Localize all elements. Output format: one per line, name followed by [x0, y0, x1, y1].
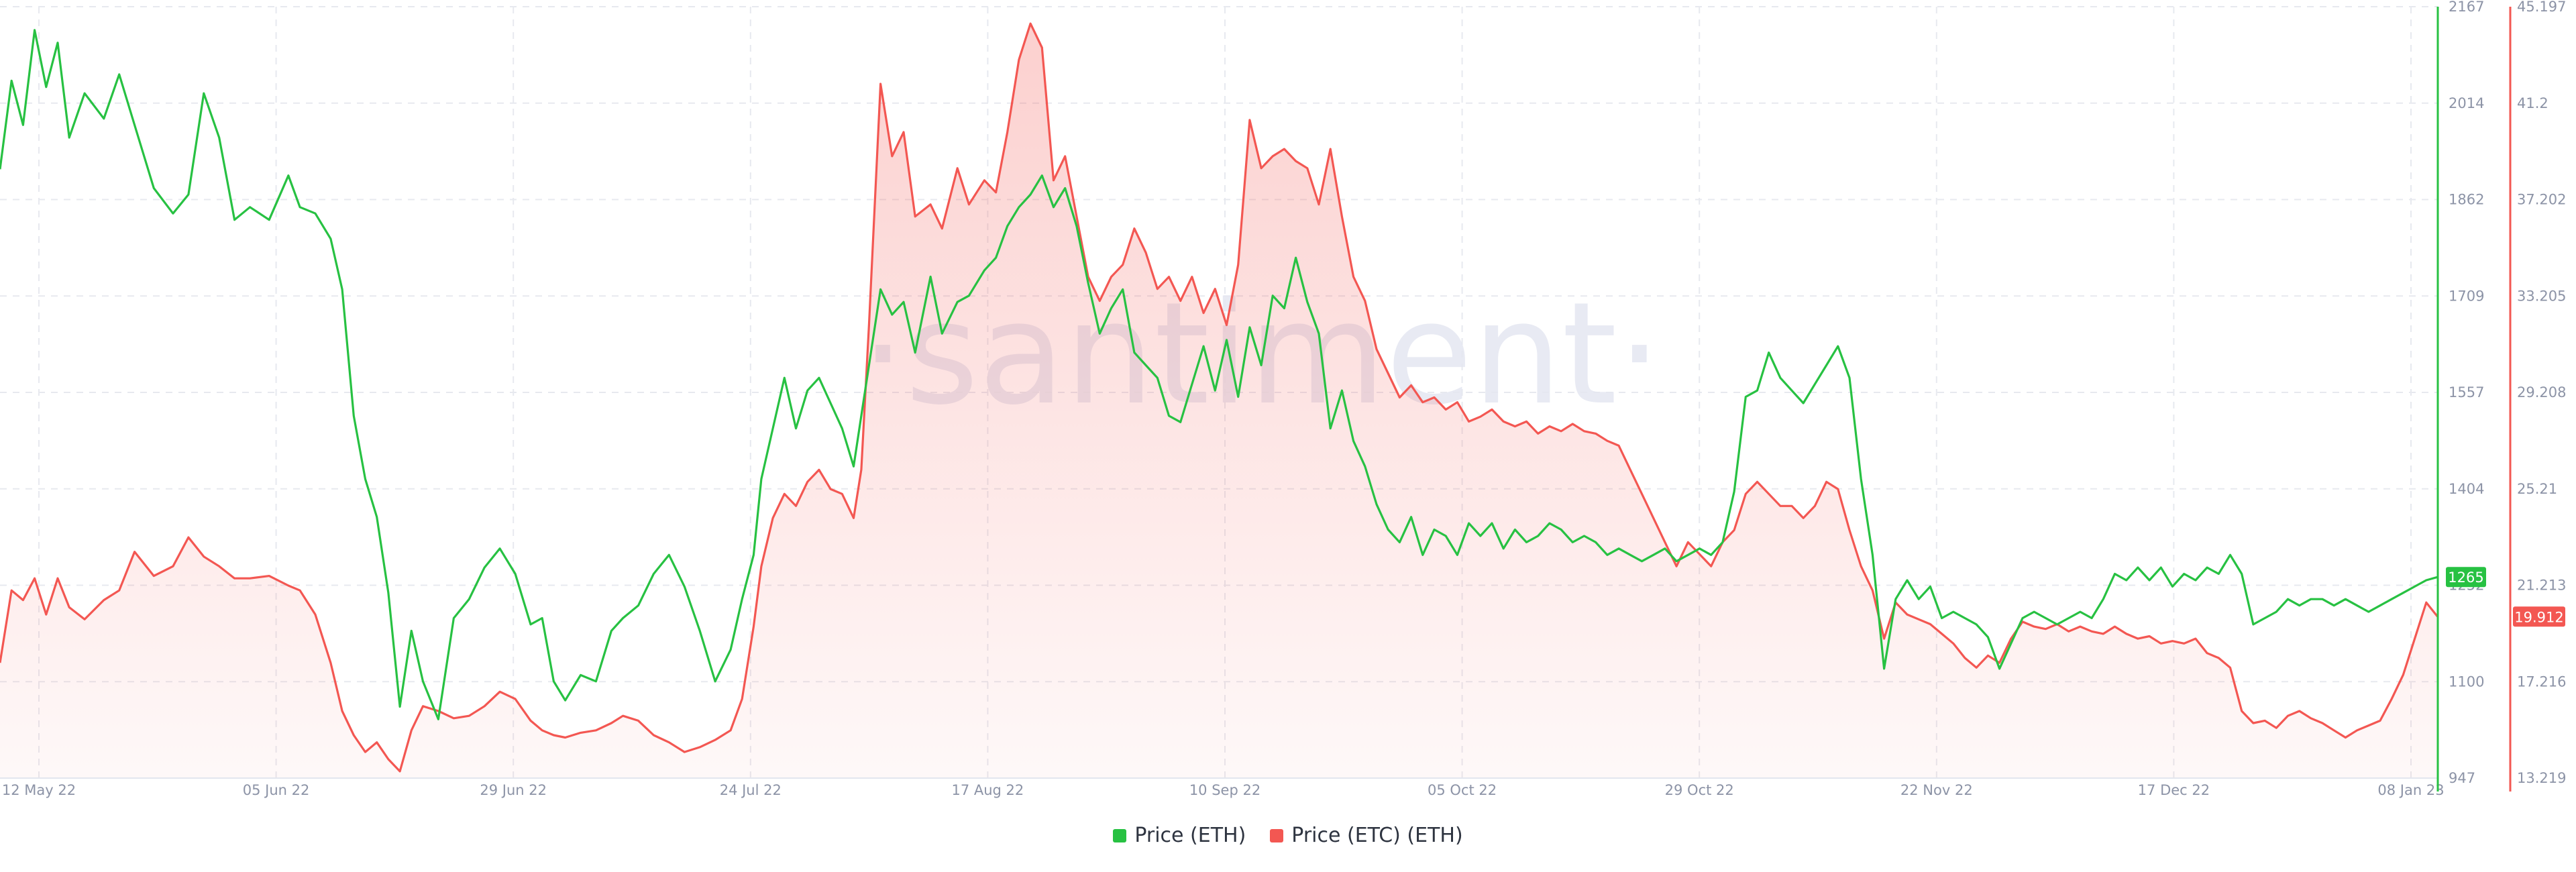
etc-tick-label: 21.213	[2517, 578, 2566, 594]
eth-current-value: 1265	[2448, 569, 2483, 586]
legend-label-etc: Price (ETC) (ETH)	[1291, 824, 1463, 847]
eth-tick-label: 1404	[2449, 481, 2484, 497]
x-tick-label: 24 Jul 22	[720, 782, 782, 798]
etc-swatch-icon	[1270, 828, 1284, 842]
eth-tick-label: 2167	[2449, 0, 2484, 15]
x-tick-label: 08 Jan 23	[2377, 782, 2444, 798]
etc-current-badge	[2513, 606, 2565, 627]
eth-tick-label: 1862	[2449, 192, 2484, 208]
etc-tick-label: 41.2	[2517, 95, 2548, 111]
series-etc-line	[0, 22, 2439, 773]
etc-tick-label: 17.216	[2517, 673, 2566, 690]
eth-swatch-icon	[1113, 828, 1127, 842]
etc-current-value: 19.912	[2514, 609, 2563, 625]
x-tick-label: 05 Oct 22	[1428, 782, 1497, 798]
eth-tick-label: 1100	[2449, 673, 2484, 690]
legend-item-etc[interactable]: Price (ETC) (ETH)	[1270, 824, 1463, 847]
x-tick-label: 17 Aug 22	[951, 782, 1024, 798]
series-layer	[0, 22, 2439, 779]
etc-tick-label: 29.208	[2517, 384, 2566, 400]
etc-tick-label: 25.21	[2517, 481, 2557, 497]
x-tick-label: 29 Oct 22	[1665, 782, 1734, 798]
axes: 12 May 22 05 Jun 22 29 Jun 22 24 Jul 22 17 A…	[0, 0, 2566, 798]
x-tick-label: 05 Jun 22	[243, 782, 310, 798]
eth-current-badge	[2446, 567, 2486, 588]
x-tick-label: 10 Sep 22	[1189, 782, 1260, 798]
etc-tick-label: 33.205	[2517, 288, 2566, 304]
series-etc-area	[0, 23, 2438, 779]
eth-tick-label: 947	[2449, 770, 2475, 786]
etc-tick-label: 45.197	[2517, 0, 2566, 15]
eth-tick-label: 2014	[2449, 95, 2484, 111]
x-tick-label: 17 Dec 22	[2138, 782, 2210, 798]
etc-tick-label: 37.202	[2517, 192, 2566, 208]
x-tick-label: 22 Nov 22	[1900, 782, 1973, 798]
x-tick-label: 29 Jun 22	[480, 782, 547, 798]
series-eth-line	[0, 29, 2438, 720]
x-tick-label: 12 May 22	[2, 782, 76, 798]
eth-tick-label: 1557	[2449, 384, 2484, 400]
legend-label-eth: Price (ETH)	[1134, 824, 1246, 847]
legend: Price (ETH) Price (ETC) (ETH)	[0, 824, 2576, 847]
etc-tick-label: 13.219	[2517, 770, 2566, 786]
legend-item-eth[interactable]: Price (ETH)	[1113, 824, 1246, 847]
eth-tick-label: 1709	[2449, 288, 2484, 304]
